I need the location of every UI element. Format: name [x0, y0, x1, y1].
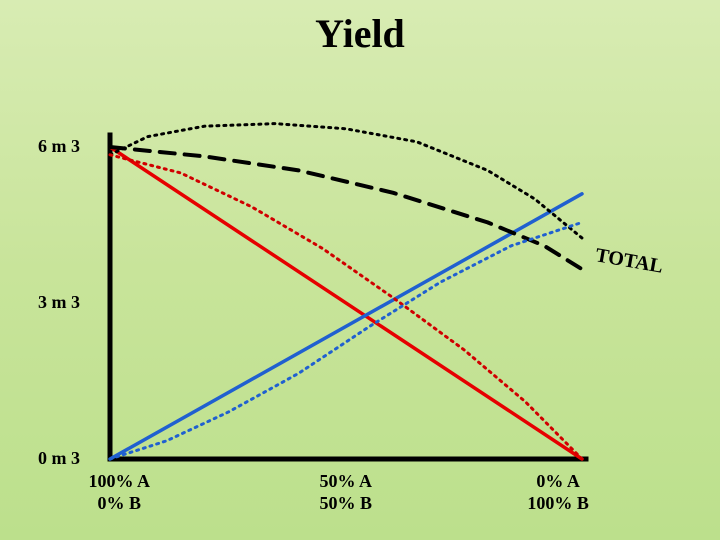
x-tick-label-bottom: 100% B [527, 493, 589, 514]
series-Total-dash [110, 147, 582, 269]
y-tick-label: 6 m 3 [38, 136, 80, 157]
x-tick-label-top: 100% A [88, 471, 150, 492]
x-tick-label-bottom: 50% B [320, 493, 373, 514]
x-tick-label-top: 50% A [320, 471, 373, 492]
y-tick-label: 3 m 3 [38, 292, 80, 313]
series-B-dot [110, 222, 582, 459]
y-tick-label: 0 m 3 [38, 448, 80, 469]
x-tick-label-top: 0% A [536, 471, 580, 492]
x-tick-label-bottom: 0% B [97, 493, 141, 514]
series-A-line [110, 147, 582, 459]
